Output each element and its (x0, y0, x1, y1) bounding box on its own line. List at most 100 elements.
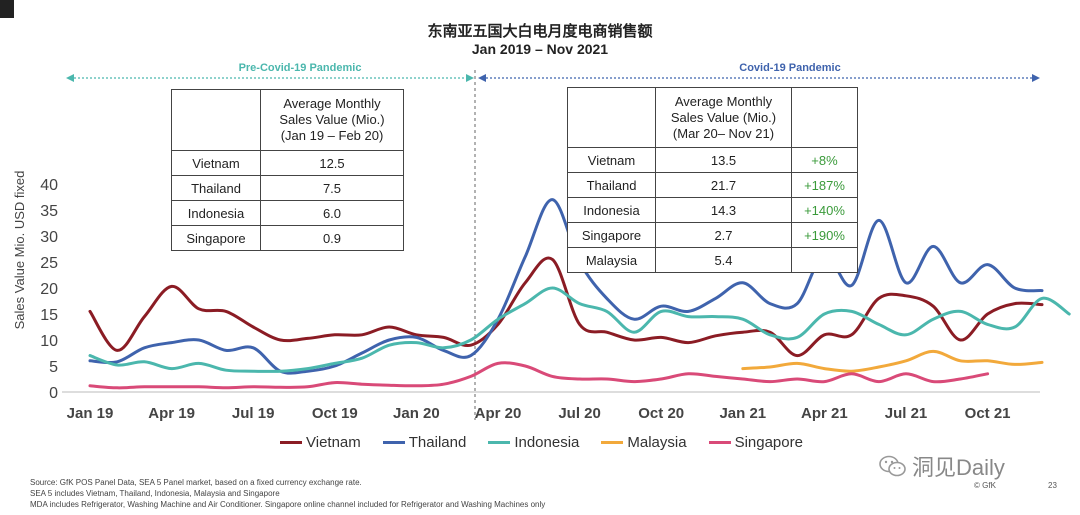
country-cell: Malaysia (568, 248, 656, 273)
covid-pandemic-label: Covid-19 Pandemic (700, 62, 880, 74)
legend-swatch (383, 441, 405, 444)
covid-table-change-header (792, 88, 858, 148)
y-tick-label: 10 (40, 333, 58, 350)
pre-table-corner (172, 90, 261, 151)
x-tick-label: Jan 19 (67, 405, 114, 422)
covid-table-header: Average Monthly Sales Value (Mio.) (Mar … (656, 88, 792, 148)
value-cell: 12.5 (261, 151, 404, 176)
y-tick-label: 40 (40, 177, 58, 194)
legend-item-indonesia[interactable]: Indonesia (488, 434, 579, 451)
legend-label: Vietnam (306, 434, 361, 451)
legend-item-singapore[interactable]: Singapore (709, 434, 803, 451)
table-row: Singapore 0.9 (172, 226, 404, 251)
covid-header-line-2: Sales Value (Mio.) (656, 110, 791, 126)
table-row: Thailand 21.7 +187% (568, 173, 858, 198)
y-tick-label: 30 (40, 229, 58, 246)
country-cell: Indonesia (568, 198, 656, 223)
x-tick-label: Jul 21 (885, 405, 928, 422)
chart-legend: Vietnam Thailand Indonesia Malaysia Sing… (280, 434, 825, 451)
value-cell: 2.7 (656, 223, 792, 248)
x-tick-label: Jan 20 (393, 405, 440, 422)
legend-label: Singapore (735, 434, 803, 451)
legend-label: Malaysia (627, 434, 686, 451)
pre-covid-table: Average Monthly Sales Value (Mio.) (Jan … (171, 89, 404, 251)
legend-label: Indonesia (514, 434, 579, 451)
country-cell: Vietnam (568, 148, 656, 173)
x-tick-label: Jan 21 (719, 405, 766, 422)
footnotes: Source: GfK POS Panel Data, SEA 5 Panel … (30, 477, 545, 510)
x-tick-label: Oct 20 (638, 405, 684, 422)
footnote-sea5: SEA 5 includes Vietnam, Thailand, Indone… (30, 488, 545, 499)
copyright: © GfK (974, 481, 996, 490)
table-row: Singapore 2.7 +190% (568, 223, 858, 248)
country-cell: Thailand (568, 173, 656, 198)
y-tick-label: 5 (49, 359, 58, 376)
change-cell: +187% (792, 173, 858, 198)
pre-header-line-2: Sales Value (Mio.) (261, 112, 403, 128)
x-tick-label: Apr 21 (801, 405, 848, 422)
country-cell: Vietnam (172, 151, 261, 176)
pre-header-line-1: Average Monthly (261, 96, 403, 112)
watermark-text: 洞见Daily (912, 450, 1005, 482)
legend-item-vietnam[interactable]: Vietnam (280, 434, 361, 451)
covid-table: Average Monthly Sales Value (Mio.) (Mar … (567, 87, 858, 273)
pre-header-line-3: (Jan 19 – Feb 20) (261, 128, 403, 144)
value-cell: 5.4 (656, 248, 792, 273)
value-cell: 6.0 (261, 201, 404, 226)
pre-arrowhead-right (466, 74, 474, 82)
wechat-icon (878, 454, 908, 478)
value-cell: 21.7 (656, 173, 792, 198)
pre-pandemic-label: Pre-Covid-19 Pandemic (200, 62, 400, 74)
x-tick-label: Oct 19 (312, 405, 358, 422)
change-cell: +8% (792, 148, 858, 173)
covid-header-line-1: Average Monthly (656, 94, 791, 110)
y-tick-label: 0 (49, 385, 58, 402)
table-row: Indonesia 6.0 (172, 201, 404, 226)
table-row: Malaysia 5.4 (568, 248, 858, 273)
legend-item-thailand[interactable]: Thailand (383, 434, 467, 451)
value-cell: 14.3 (656, 198, 792, 223)
legend-swatch (601, 441, 623, 444)
country-cell: Singapore (568, 223, 656, 248)
y-axis-label: Sales Value Mio. USD fixed (12, 171, 27, 330)
x-tick-label: Apr 20 (475, 405, 522, 422)
legend-label: Thailand (409, 434, 467, 451)
value-cell: 13.5 (656, 148, 792, 173)
change-cell: +140% (792, 198, 858, 223)
legend-swatch (709, 441, 731, 444)
value-cell: 0.9 (261, 226, 404, 251)
legend-swatch (488, 441, 510, 444)
covid-arrowhead-left (478, 74, 486, 82)
y-tick-label: 15 (40, 307, 58, 324)
covid-header-line-3: (Mar 20– Nov 21) (656, 126, 791, 142)
series-line-malaysia (743, 351, 1042, 371)
x-tick-label: Oct 21 (965, 405, 1011, 422)
y-tick-label: 20 (40, 281, 58, 298)
covid-arrowhead-right (1032, 74, 1040, 82)
footnote-source: Source: GfK POS Panel Data, SEA 5 Panel … (30, 477, 545, 488)
watermark: 洞见Daily (878, 450, 1005, 482)
legend-swatch (280, 441, 302, 444)
table-row: Vietnam 12.5 (172, 151, 404, 176)
series-line-singapore (90, 363, 988, 388)
y-tick-label: 25 (40, 255, 58, 272)
value-cell: 7.5 (261, 176, 404, 201)
country-cell: Thailand (172, 176, 261, 201)
y-tick-label: 35 (40, 203, 58, 220)
footnote-mda: MDA includes Refrigerator, Washing Machi… (30, 499, 545, 510)
x-tick-label: Jul 20 (558, 405, 601, 422)
country-cell: Indonesia (172, 201, 261, 226)
pre-table-header: Average Monthly Sales Value (Mio.) (Jan … (261, 90, 404, 151)
change-cell: +190% (792, 223, 858, 248)
change-cell (792, 248, 858, 273)
table-row: Vietnam 13.5 +8% (568, 148, 858, 173)
table-row: Indonesia 14.3 +140% (568, 198, 858, 223)
table-row: Thailand 7.5 (172, 176, 404, 201)
pre-arrowhead-left (66, 74, 74, 82)
x-tick-label: Jul 19 (232, 405, 275, 422)
page-number: 23 (1048, 481, 1057, 490)
legend-item-malaysia[interactable]: Malaysia (601, 434, 686, 451)
country-cell: Singapore (172, 226, 261, 251)
covid-table-corner (568, 88, 656, 148)
x-tick-label: Apr 19 (148, 405, 195, 422)
